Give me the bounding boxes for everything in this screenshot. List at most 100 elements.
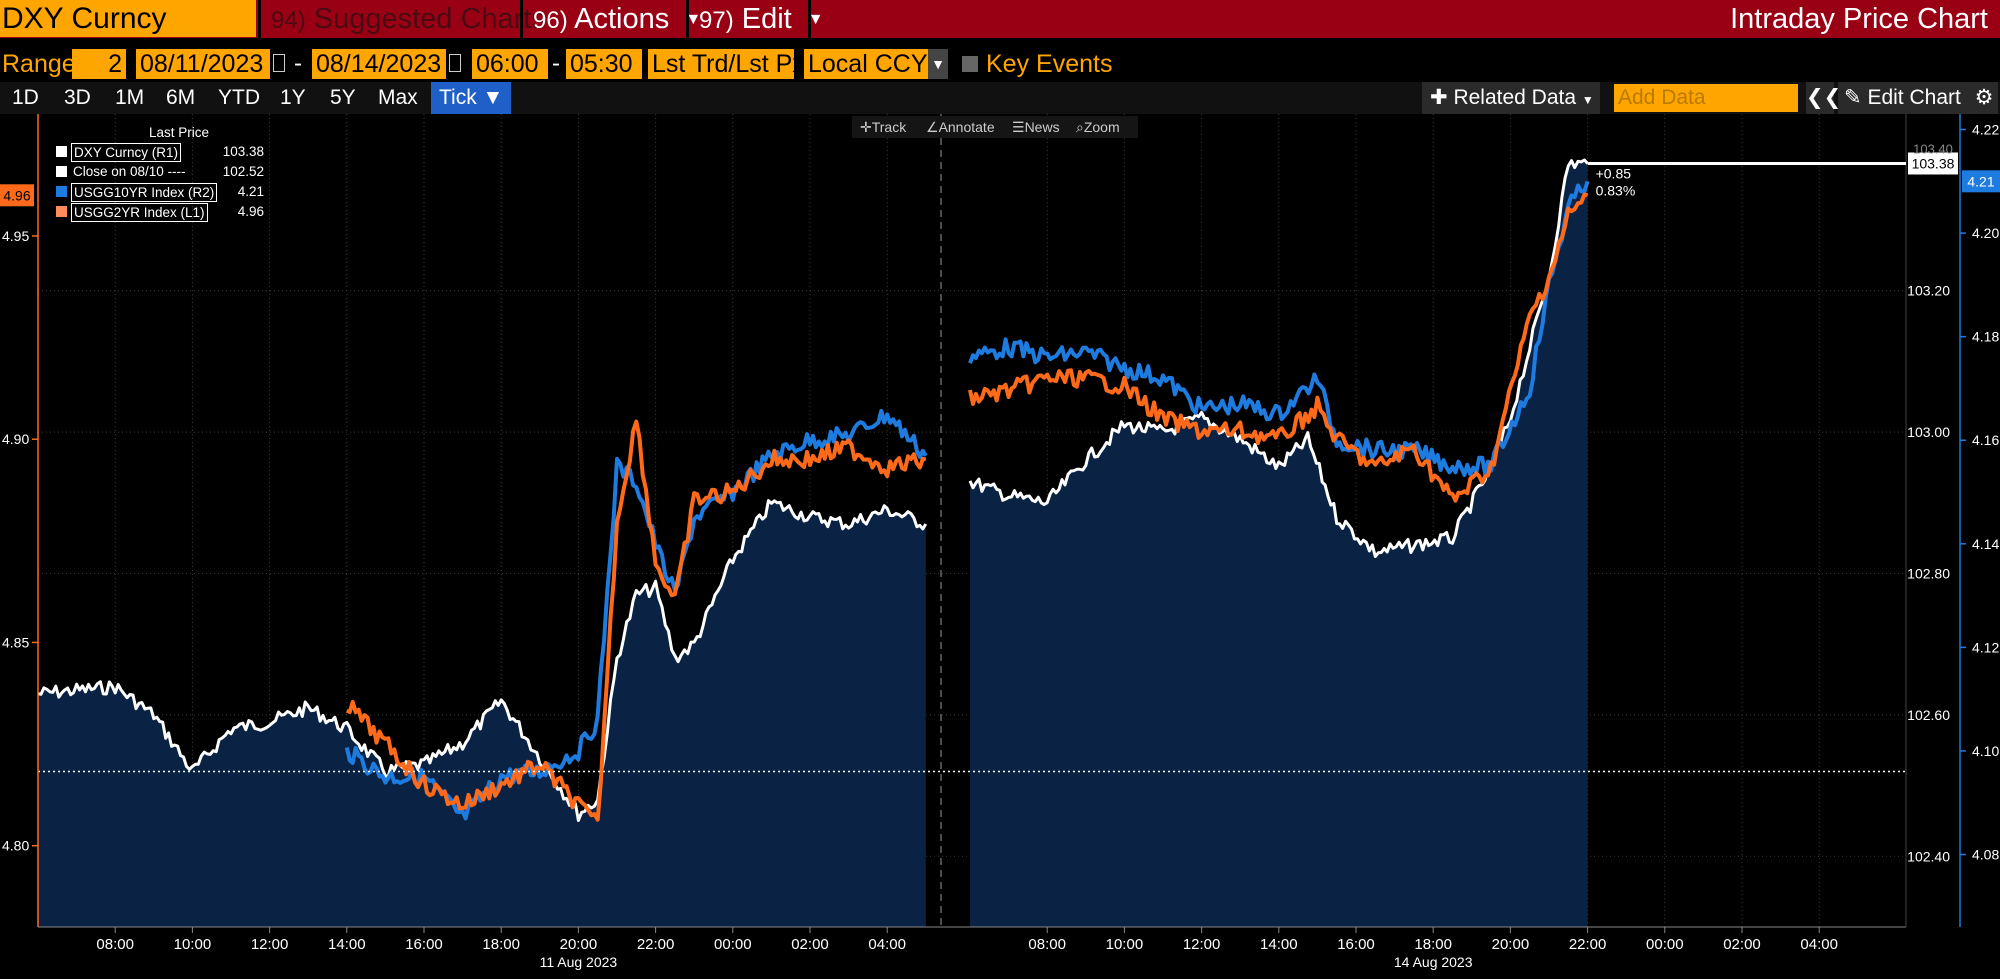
legend-swatch xyxy=(56,186,67,197)
l1-tick-label: 4.90 xyxy=(2,431,29,447)
start-date-field[interactable]: 08/11/2023 xyxy=(136,49,270,79)
chevron-down-icon: ▼ xyxy=(685,11,702,29)
x-tick-label: 10:00 xyxy=(1106,936,1144,953)
legend-item[interactable]: USGG10YR Index (R2) 4.21 xyxy=(46,182,272,202)
x-tick-label: 16:00 xyxy=(1337,936,1375,953)
chart-legend: Last Price DXY Curncy (R1) 103.38 Close … xyxy=(46,124,272,222)
r1-last-tag: 103.38 xyxy=(1912,155,1955,171)
legend-name: Close on 08/10 ---- xyxy=(73,164,186,179)
dxy-area xyxy=(38,500,926,927)
r2-tick-label: 4.20 xyxy=(1972,225,1999,241)
period-6m[interactable]: 6M xyxy=(166,86,196,109)
period-5y[interactable]: 5Y xyxy=(330,86,356,109)
usgg10yr-series-line xyxy=(968,180,1590,477)
calendar-icon[interactable] xyxy=(273,54,285,72)
related-data-button[interactable]: ✚ Related Data ▼ xyxy=(1422,82,1600,114)
range-label: Range xyxy=(2,50,76,78)
suggested-charts-menu[interactable]: 94) Suggested Charts xyxy=(258,0,546,38)
end-time-field[interactable]: 05:30 xyxy=(566,49,642,79)
legend-item[interactable]: USGG2YR Index (L1) 4.96 xyxy=(46,202,272,222)
legend-swatch xyxy=(56,166,67,177)
news-label: News xyxy=(1024,119,1060,135)
x-tick-label: 20:00 xyxy=(1492,936,1530,953)
edit-label: Edit xyxy=(741,3,792,35)
track-tool[interactable]: ✛ Track xyxy=(860,116,906,138)
key-events-checkbox[interactable] xyxy=(962,56,978,72)
axes xyxy=(32,114,1966,933)
tick-labels: 08:00 10:00 12:00 14:00 16:00 18:00 20:00 22:00… xyxy=(2,122,1999,970)
chart-area: 08:00 10:00 12:00 14:00 16:00 18:00 20:00 22:00… xyxy=(0,114,2000,974)
legend-value: 4.21 xyxy=(237,184,264,199)
legend-swatch xyxy=(56,146,67,157)
actions-menu[interactable]: 96) Actions ▼ xyxy=(520,0,701,38)
legend-header: Last Price xyxy=(148,125,210,140)
r2-last-tag-bg xyxy=(1962,170,2000,193)
top-bar: DXY Curncy 94) Suggested Charts 96) Acti… xyxy=(0,0,2000,38)
chart-tools-strip: ✛ Track ∠ Annotate ☰ News ⌕ Zoom xyxy=(852,116,1138,138)
legend-swatch xyxy=(56,206,67,217)
x-tick-label: 02:00 xyxy=(1723,936,1761,953)
r2-tick-label: 4.14 xyxy=(1972,536,1999,552)
x-tick-label: 14:00 xyxy=(1260,936,1298,953)
x-tick-label: 10:00 xyxy=(174,936,212,953)
zoom-tool[interactable]: ⌕ Zoom xyxy=(1076,116,1120,138)
period-max[interactable]: Max xyxy=(378,86,418,109)
x-tick-label: 08:00 xyxy=(96,936,134,953)
period-3d[interactable]: 3D xyxy=(64,86,91,109)
add-data-input[interactable]: Add Data xyxy=(1614,84,1798,112)
range-value-field[interactable]: 2 xyxy=(72,49,126,79)
zoom-label: Zoom xyxy=(1083,119,1120,135)
period-tick-dropdown[interactable]: Tick ▼ xyxy=(431,82,512,114)
period-1y[interactable]: 1Y xyxy=(280,86,306,109)
r1-partial-tag: 103.40 xyxy=(1913,141,1953,156)
x-tick-label: 04:00 xyxy=(1800,936,1838,953)
intraday-price-chart[interactable]: 08:00 10:00 12:00 14:00 16:00 18:00 20:00 22:00… xyxy=(0,114,2000,974)
key-events-label: Key Events xyxy=(986,50,1113,78)
gear-icon[interactable]: ⚙ xyxy=(1970,82,1998,114)
period-ytd[interactable]: YTD xyxy=(218,86,260,109)
start-time-field[interactable]: 06:00 xyxy=(472,49,548,79)
chevron-down-icon[interactable]: ▼ xyxy=(928,49,948,79)
price-mode-dropdown[interactable]: Lst Trd/Lst Px xyxy=(648,49,794,79)
l1-tick-label: 4.85 xyxy=(2,634,29,650)
r1-tick-label: 102.80 xyxy=(1907,566,1950,582)
x-tick-label: 22:00 xyxy=(637,936,675,953)
usgg2yr-series-line xyxy=(968,192,1589,503)
period-1m[interactable]: 1M xyxy=(115,86,145,109)
period-1d[interactable]: 1D xyxy=(12,86,39,109)
l1-last-tag: 4.96 xyxy=(3,187,30,203)
r2-tick-label: 4.12 xyxy=(1972,639,1999,655)
legend-value: 103.38 xyxy=(222,144,264,159)
calendar-icon[interactable] xyxy=(449,54,461,72)
x-tick-label: 18:00 xyxy=(482,936,520,953)
dxy-series-line xyxy=(38,499,928,822)
x-tick-label: 04:00 xyxy=(868,936,906,953)
currency-dropdown[interactable]: Local CCY xyxy=(804,49,928,79)
end-date-field[interactable]: 08/14/2023 xyxy=(312,49,446,79)
price-tags: +0.850.83% 103.38 4.21 103.40 4.96 xyxy=(0,141,2000,207)
r2-last-tag: 4.21 xyxy=(1967,173,1994,189)
edit-chart-button[interactable]: ✎ Edit Chart xyxy=(1838,82,1972,114)
legend-item[interactable]: Close on 08/10 ---- 102.52 xyxy=(46,162,272,182)
r2-tick-label: 4.16 xyxy=(1972,432,1999,448)
x-tick-label: 18:00 xyxy=(1414,936,1452,953)
x-tick-label: 20:00 xyxy=(560,936,598,953)
chevron-down-icon: ▼ xyxy=(807,11,824,29)
legend-value: 102.52 xyxy=(222,164,264,179)
collapse-left-icon[interactable]: ❮❮ xyxy=(1806,82,1841,114)
x-tick-label: 00:00 xyxy=(1646,936,1684,953)
r1-last-tag-bg xyxy=(1908,152,1958,175)
dxy-series-line xyxy=(968,158,1589,558)
x-tick-label: 14:00 xyxy=(328,936,366,953)
usgg2yr-series-line xyxy=(346,419,927,822)
legend-item[interactable]: DXY Curncy (R1) 103.38 xyxy=(46,142,272,162)
annotate-tool[interactable]: ∠ Annotate xyxy=(926,116,995,138)
edit-menu[interactable]: 97) Edit ▼ xyxy=(686,0,824,38)
l1-last-tag-bg xyxy=(0,184,34,207)
related-data-label: Related Data xyxy=(1453,86,1577,109)
news-tool[interactable]: ☰ News xyxy=(1012,116,1060,138)
security-ticker-field[interactable]: DXY Curncy xyxy=(0,0,256,37)
dxy-area xyxy=(970,160,1588,927)
l1-tick-label: 4.80 xyxy=(2,838,29,854)
period-toolbar: 1D 3D 1M 6M YTD 1Y 5Y Max Tick ▼ ✚ Relat… xyxy=(0,82,2000,114)
